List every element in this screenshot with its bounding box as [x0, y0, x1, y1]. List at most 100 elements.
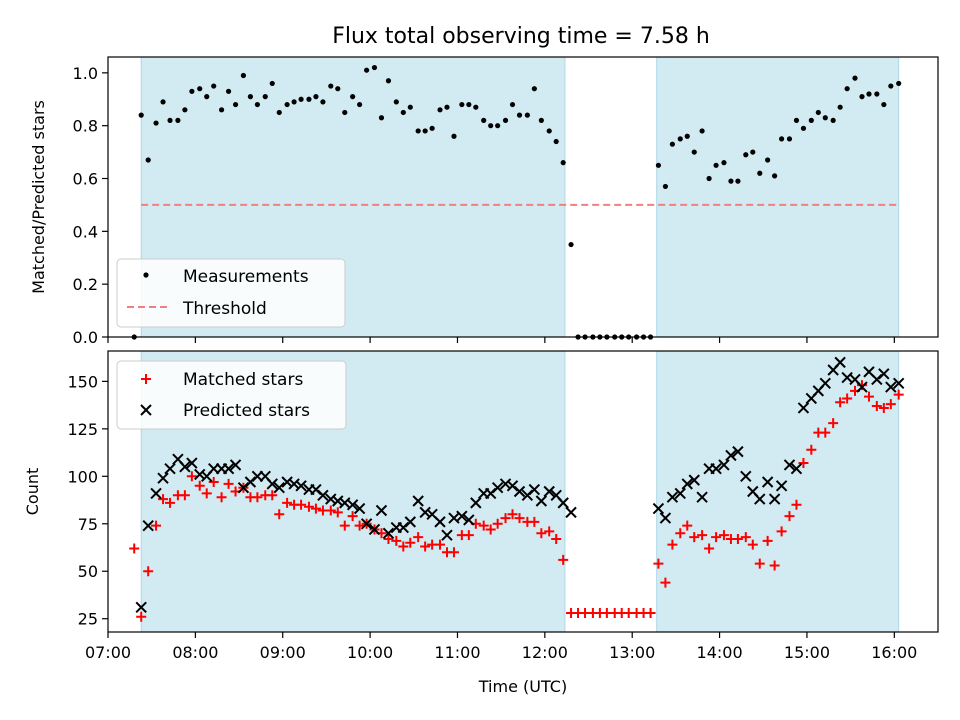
matched-stars-marker	[551, 533, 562, 544]
measurement-point	[874, 91, 880, 97]
matched-stars-marker	[194, 480, 205, 491]
matched-stars-marker	[208, 477, 219, 488]
measurement-point	[167, 117, 173, 123]
predicted-stars-marker	[266, 478, 278, 490]
predicted-stars-marker	[710, 463, 722, 475]
matched-stars-marker	[216, 492, 227, 503]
measurement-point	[357, 101, 363, 108]
top-axes-frame	[107, 56, 939, 338]
predicted-stars-marker	[666, 491, 679, 503]
predicted-stars-marker	[441, 529, 453, 541]
x-tick-label: 10:00	[347, 643, 393, 662]
matched-stars-marker	[544, 526, 555, 537]
measurement-point	[662, 183, 669, 190]
predicted-stars-marker	[688, 474, 700, 486]
predicted-stars-marker	[157, 472, 169, 484]
matched-stars-marker	[514, 513, 525, 524]
matched-stars-marker	[186, 471, 197, 482]
matched-stars-marker	[653, 558, 664, 569]
measurement-point	[728, 178, 734, 184]
matched-stars-marker	[252, 492, 263, 503]
predicted-stars-marker	[768, 493, 781, 505]
measurement-point	[896, 80, 902, 87]
measurement-point	[735, 178, 741, 184]
predicted-stars-marker	[142, 519, 154, 532]
top-y-tick-label: 0.0	[73, 328, 98, 347]
measurement-point	[859, 94, 865, 100]
matched-stars-marker	[398, 541, 409, 552]
measurement-point	[793, 117, 800, 123]
predicted-stars-marker	[353, 502, 366, 515]
predicted-stars-marker	[565, 506, 577, 519]
x-tick-label: 08:00	[172, 643, 218, 662]
matched-stars-marker	[383, 533, 394, 544]
bottom-y-tick-label: 25	[78, 610, 98, 629]
measurement-point	[182, 107, 188, 113]
legend-predicted-label: Predicted stars	[183, 401, 310, 421]
matched-stars-marker	[310, 503, 321, 514]
matched-stars-marker	[791, 499, 802, 510]
matched-stars-marker	[463, 530, 474, 541]
matched-stars-marker	[507, 509, 518, 520]
measurement-point	[422, 128, 428, 134]
matched-stars-marker	[718, 530, 729, 541]
predicted-stars-marker	[295, 480, 307, 492]
x-tick-label: 15:00	[784, 643, 830, 662]
x-tick-label: 09:00	[260, 643, 306, 662]
measurement-point	[269, 80, 275, 87]
measurement-point	[444, 104, 450, 110]
matched-stars-marker	[339, 520, 350, 531]
x-tick-label: 14:00	[697, 643, 743, 662]
matched-stars-marker	[296, 499, 307, 510]
measurement-point	[568, 241, 574, 248]
matched-stars-marker	[697, 530, 708, 541]
matched-stars-marker	[201, 488, 212, 499]
predicted-stars-marker	[535, 495, 548, 507]
measurement-point	[320, 99, 326, 105]
top-y-tick-label: 0.8	[73, 117, 98, 136]
predicted-stars-marker	[725, 449, 737, 462]
predicted-stars-marker	[404, 516, 417, 528]
measurement-point	[765, 157, 771, 163]
measurement-point	[888, 83, 894, 89]
measurement-point	[160, 99, 166, 105]
matched-stars-marker	[667, 539, 678, 550]
legend-matched-label: Matched stars	[183, 370, 303, 390]
measurement-point	[254, 101, 260, 108]
measurement-point	[772, 173, 778, 179]
matched-stars-marker	[500, 513, 511, 524]
measurement-point	[415, 128, 421, 134]
measurement-point	[830, 117, 836, 123]
predicted-stars-marker	[892, 377, 905, 389]
predicted-stars-marker	[681, 478, 693, 490]
predicted-stars-marker	[179, 461, 191, 473]
measurement-point	[175, 117, 181, 123]
predicted-stars-marker	[775, 480, 788, 492]
predicted-stars-marker	[412, 495, 424, 507]
predicted-stars-marker	[288, 478, 300, 490]
legend-matched-marker	[141, 374, 151, 384]
matched-stars-marker	[558, 554, 569, 565]
matched-stars-marker	[143, 566, 154, 577]
measurement-point	[451, 133, 457, 139]
matched-stars-marker	[413, 532, 424, 543]
bottom-legend-box	[116, 360, 347, 430]
matched-stars-marker	[435, 539, 445, 550]
bottom-shaded-interval	[656, 350, 900, 633]
matched-stars-marker	[529, 516, 540, 527]
predicted-stars-marker	[434, 516, 446, 528]
measurement-point	[335, 86, 341, 92]
matched-stars-marker	[806, 444, 817, 455]
measurement-point	[516, 112, 523, 118]
top-y-axis-label: Matched/Predicted stars	[29, 100, 48, 294]
measurement-point	[691, 149, 697, 155]
legend-measurements-marker	[143, 272, 149, 278]
predicted-stars-marker	[222, 463, 235, 475]
matched-stars-marker	[420, 541, 431, 552]
measurement-point	[393, 99, 399, 105]
measurement-point	[232, 101, 239, 108]
measurement-point	[560, 160, 566, 166]
matched-stars-marker	[478, 520, 489, 531]
x-tick-label: 11:00	[434, 643, 480, 662]
